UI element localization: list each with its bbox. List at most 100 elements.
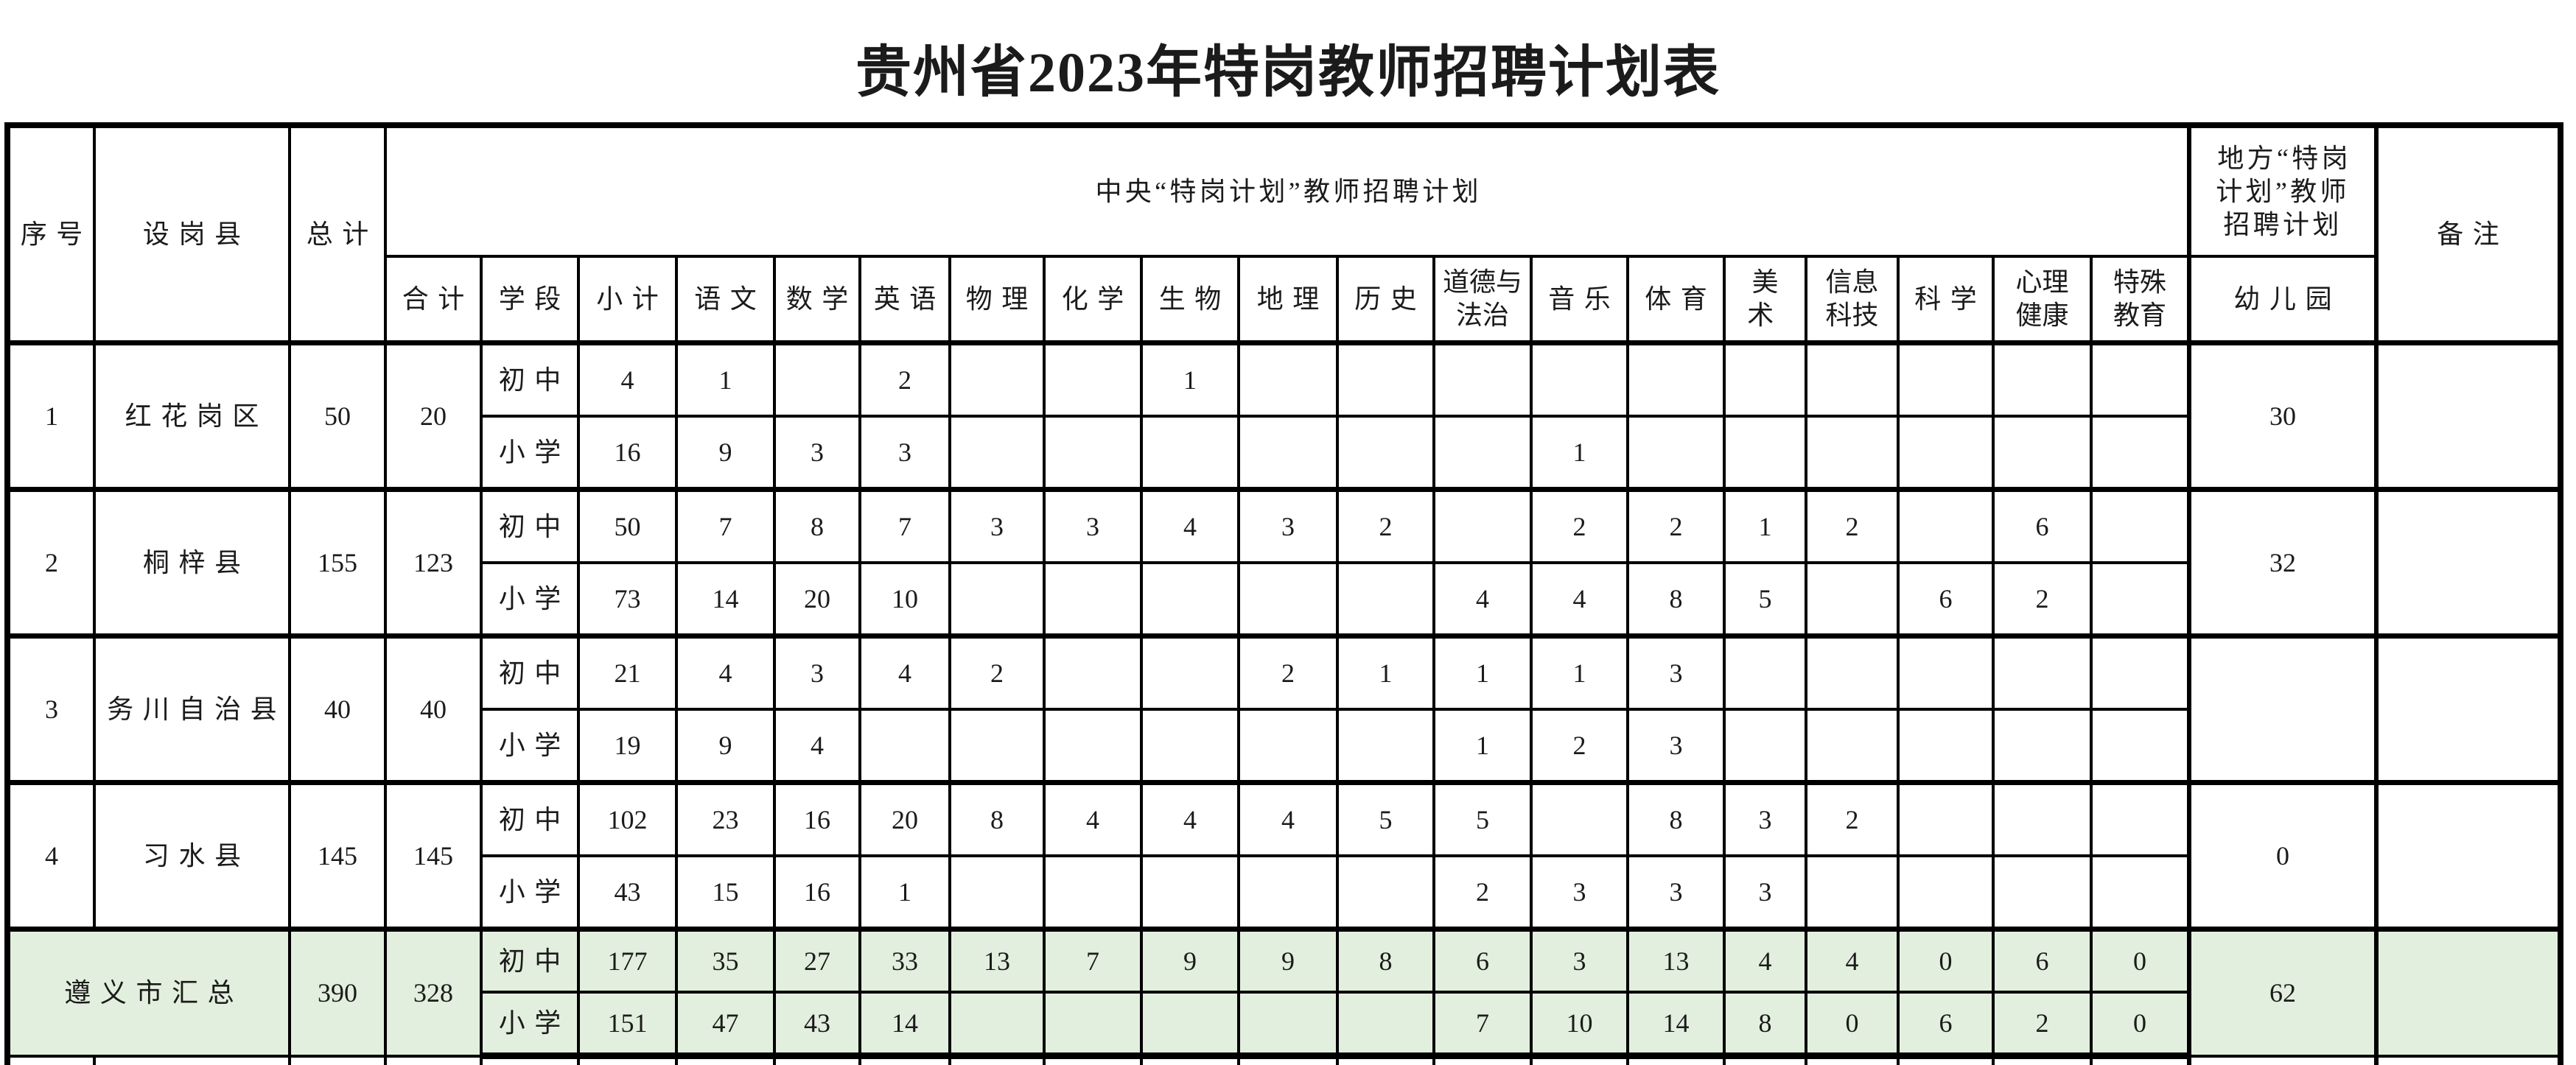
table-row-county1-junior: 1 红花岗区 50 20 初中 4 1 2 1 xyxy=(6,340,2562,491)
value-cell xyxy=(948,1054,1046,1065)
value-cell xyxy=(1043,561,1143,638)
value-cell: 8 xyxy=(773,487,861,564)
kindergarten-cell: 30 xyxy=(2187,340,2378,491)
value-cell xyxy=(1043,854,1143,931)
value-cell: 9 xyxy=(675,708,776,784)
value-cell: 23 xyxy=(675,780,776,857)
value-cell xyxy=(1237,854,1339,931)
value-cell: 7 xyxy=(675,487,776,564)
value-cell xyxy=(1723,633,1807,711)
header-central-plan: 中央“特岗计划”教师招聘计划 xyxy=(384,124,2191,258)
value-cell xyxy=(577,1054,678,1065)
value-cell xyxy=(1805,340,1900,418)
stage-cell: 小学 xyxy=(480,415,580,491)
value-cell xyxy=(1043,415,1143,491)
table-row-county4-primary: 小学 43 15 16 1 2 3 3 3 xyxy=(7,854,2561,931)
value-cell: 177 xyxy=(577,927,678,994)
table-row-county2-junior: 2 桐梓县 155 123 初中 50 7 8 7 3 3 4 3 2 2 2 … xyxy=(6,487,2562,638)
value-cell: 13 xyxy=(948,927,1046,994)
header-subject-chemistry: 化学 xyxy=(1043,255,1143,345)
stage-cell: 小学 xyxy=(480,708,580,784)
value-cell: 43 xyxy=(577,854,678,931)
summary-label-cell: 遵义市汇总 xyxy=(6,927,291,1058)
value-cell: 5 xyxy=(1432,780,1533,857)
value-cell xyxy=(1336,340,1435,418)
value-cell xyxy=(1336,854,1435,931)
value-cell xyxy=(1723,708,1807,784)
value-cell xyxy=(2090,561,2191,638)
value-cell: 6 xyxy=(1897,991,1995,1059)
value-cell xyxy=(1805,415,1900,491)
value-cell: 14 xyxy=(858,991,951,1059)
value-cell: 7 xyxy=(1432,991,1533,1059)
value-cell xyxy=(1805,633,1900,711)
value-cell: 3 xyxy=(1530,927,1629,994)
value-cell xyxy=(1043,708,1143,784)
value-cell: 20 xyxy=(858,780,951,857)
value-cell: 3 xyxy=(1723,854,1807,931)
value-cell: 21 xyxy=(577,633,678,711)
value-cell: 10 xyxy=(1530,991,1629,1059)
value-cell xyxy=(948,708,1046,784)
value-cell xyxy=(1140,633,1240,711)
value-cell xyxy=(1992,340,2093,418)
header-subtotal-central: 合计 xyxy=(384,255,483,345)
summary-row-primary: 小学 151 47 43 14 7 10 14 8 0 6 2 0 xyxy=(7,991,2561,1059)
header-subject-mental-health: 心理 健康 xyxy=(1992,255,2093,345)
recruitment-plan-table: 序号 设岗县 总计 中央“特岗计划”教师招聘计划 地方“特岗 计划”教师 招聘计… xyxy=(4,122,2563,1065)
remarks-cell xyxy=(2374,927,2562,1058)
value-cell xyxy=(1626,1054,1726,1065)
header-subject-biology: 生物 xyxy=(1140,255,1240,345)
value-cell: 1 xyxy=(1432,633,1533,711)
value-cell xyxy=(1140,708,1240,784)
stage-cell: 小学 xyxy=(480,991,580,1059)
value-cell: 4 xyxy=(1432,561,1533,638)
header-subtotal: 小计 xyxy=(577,255,678,345)
stage-cell: 小学 xyxy=(480,561,580,638)
value-cell: 4 xyxy=(1237,780,1339,857)
header-subject-physics: 物理 xyxy=(948,255,1046,345)
value-cell xyxy=(1140,991,1240,1059)
value-cell xyxy=(1043,340,1143,418)
value-cell: 16 xyxy=(773,854,861,931)
header-county: 设岗县 xyxy=(93,124,291,345)
value-cell: 7 xyxy=(858,487,951,564)
value-cell xyxy=(948,561,1046,638)
serial-cell: 1 xyxy=(6,340,96,491)
grand-total-cell: 50 xyxy=(288,340,387,491)
value-cell xyxy=(1992,780,2093,857)
header-subject-music: 音乐 xyxy=(1530,255,1629,345)
value-cell xyxy=(480,1054,580,1065)
value-cell: 4 xyxy=(858,633,951,711)
value-cell: 1 xyxy=(1530,633,1629,711)
header-remarks: 备注 xyxy=(2374,124,2562,345)
serial-cell: 2 xyxy=(6,487,96,638)
page-title: 贵州省2023年特岗教师招聘计划表 xyxy=(855,42,1721,104)
value-cell: 14 xyxy=(1626,991,1726,1059)
stage-cell: 初中 xyxy=(480,340,580,418)
value-cell xyxy=(1723,415,1807,491)
header-stage: 学段 xyxy=(480,255,580,345)
stage-cell: 初中 xyxy=(480,780,580,857)
stage-cell: 初中 xyxy=(480,487,580,564)
county-cell: 红花岗区 xyxy=(93,340,291,491)
value-cell: 4 xyxy=(1805,927,1900,994)
value-cell xyxy=(773,1054,861,1065)
value-cell xyxy=(1043,1054,1143,1065)
value-cell: 16 xyxy=(577,415,678,491)
value-cell xyxy=(948,415,1046,491)
value-cell: 73 xyxy=(577,561,678,638)
grand-total-cell: 155 xyxy=(288,487,387,638)
value-cell xyxy=(1336,561,1435,638)
kindergarten-cell: 32 xyxy=(2187,487,2378,638)
value-cell xyxy=(1992,633,2093,711)
value-cell xyxy=(2090,633,2191,711)
value-cell: 0 xyxy=(1805,991,1900,1059)
header-subject-chinese: 语文 xyxy=(675,255,776,345)
header-local-plan: 地方“特岗 计划”教师 招聘计划 xyxy=(2187,124,2378,258)
value-cell: 10 xyxy=(858,561,951,638)
value-cell xyxy=(1805,561,1900,638)
value-cell xyxy=(773,340,861,418)
value-cell: 9 xyxy=(1140,927,1240,994)
value-cell: 13 xyxy=(1626,927,1726,994)
